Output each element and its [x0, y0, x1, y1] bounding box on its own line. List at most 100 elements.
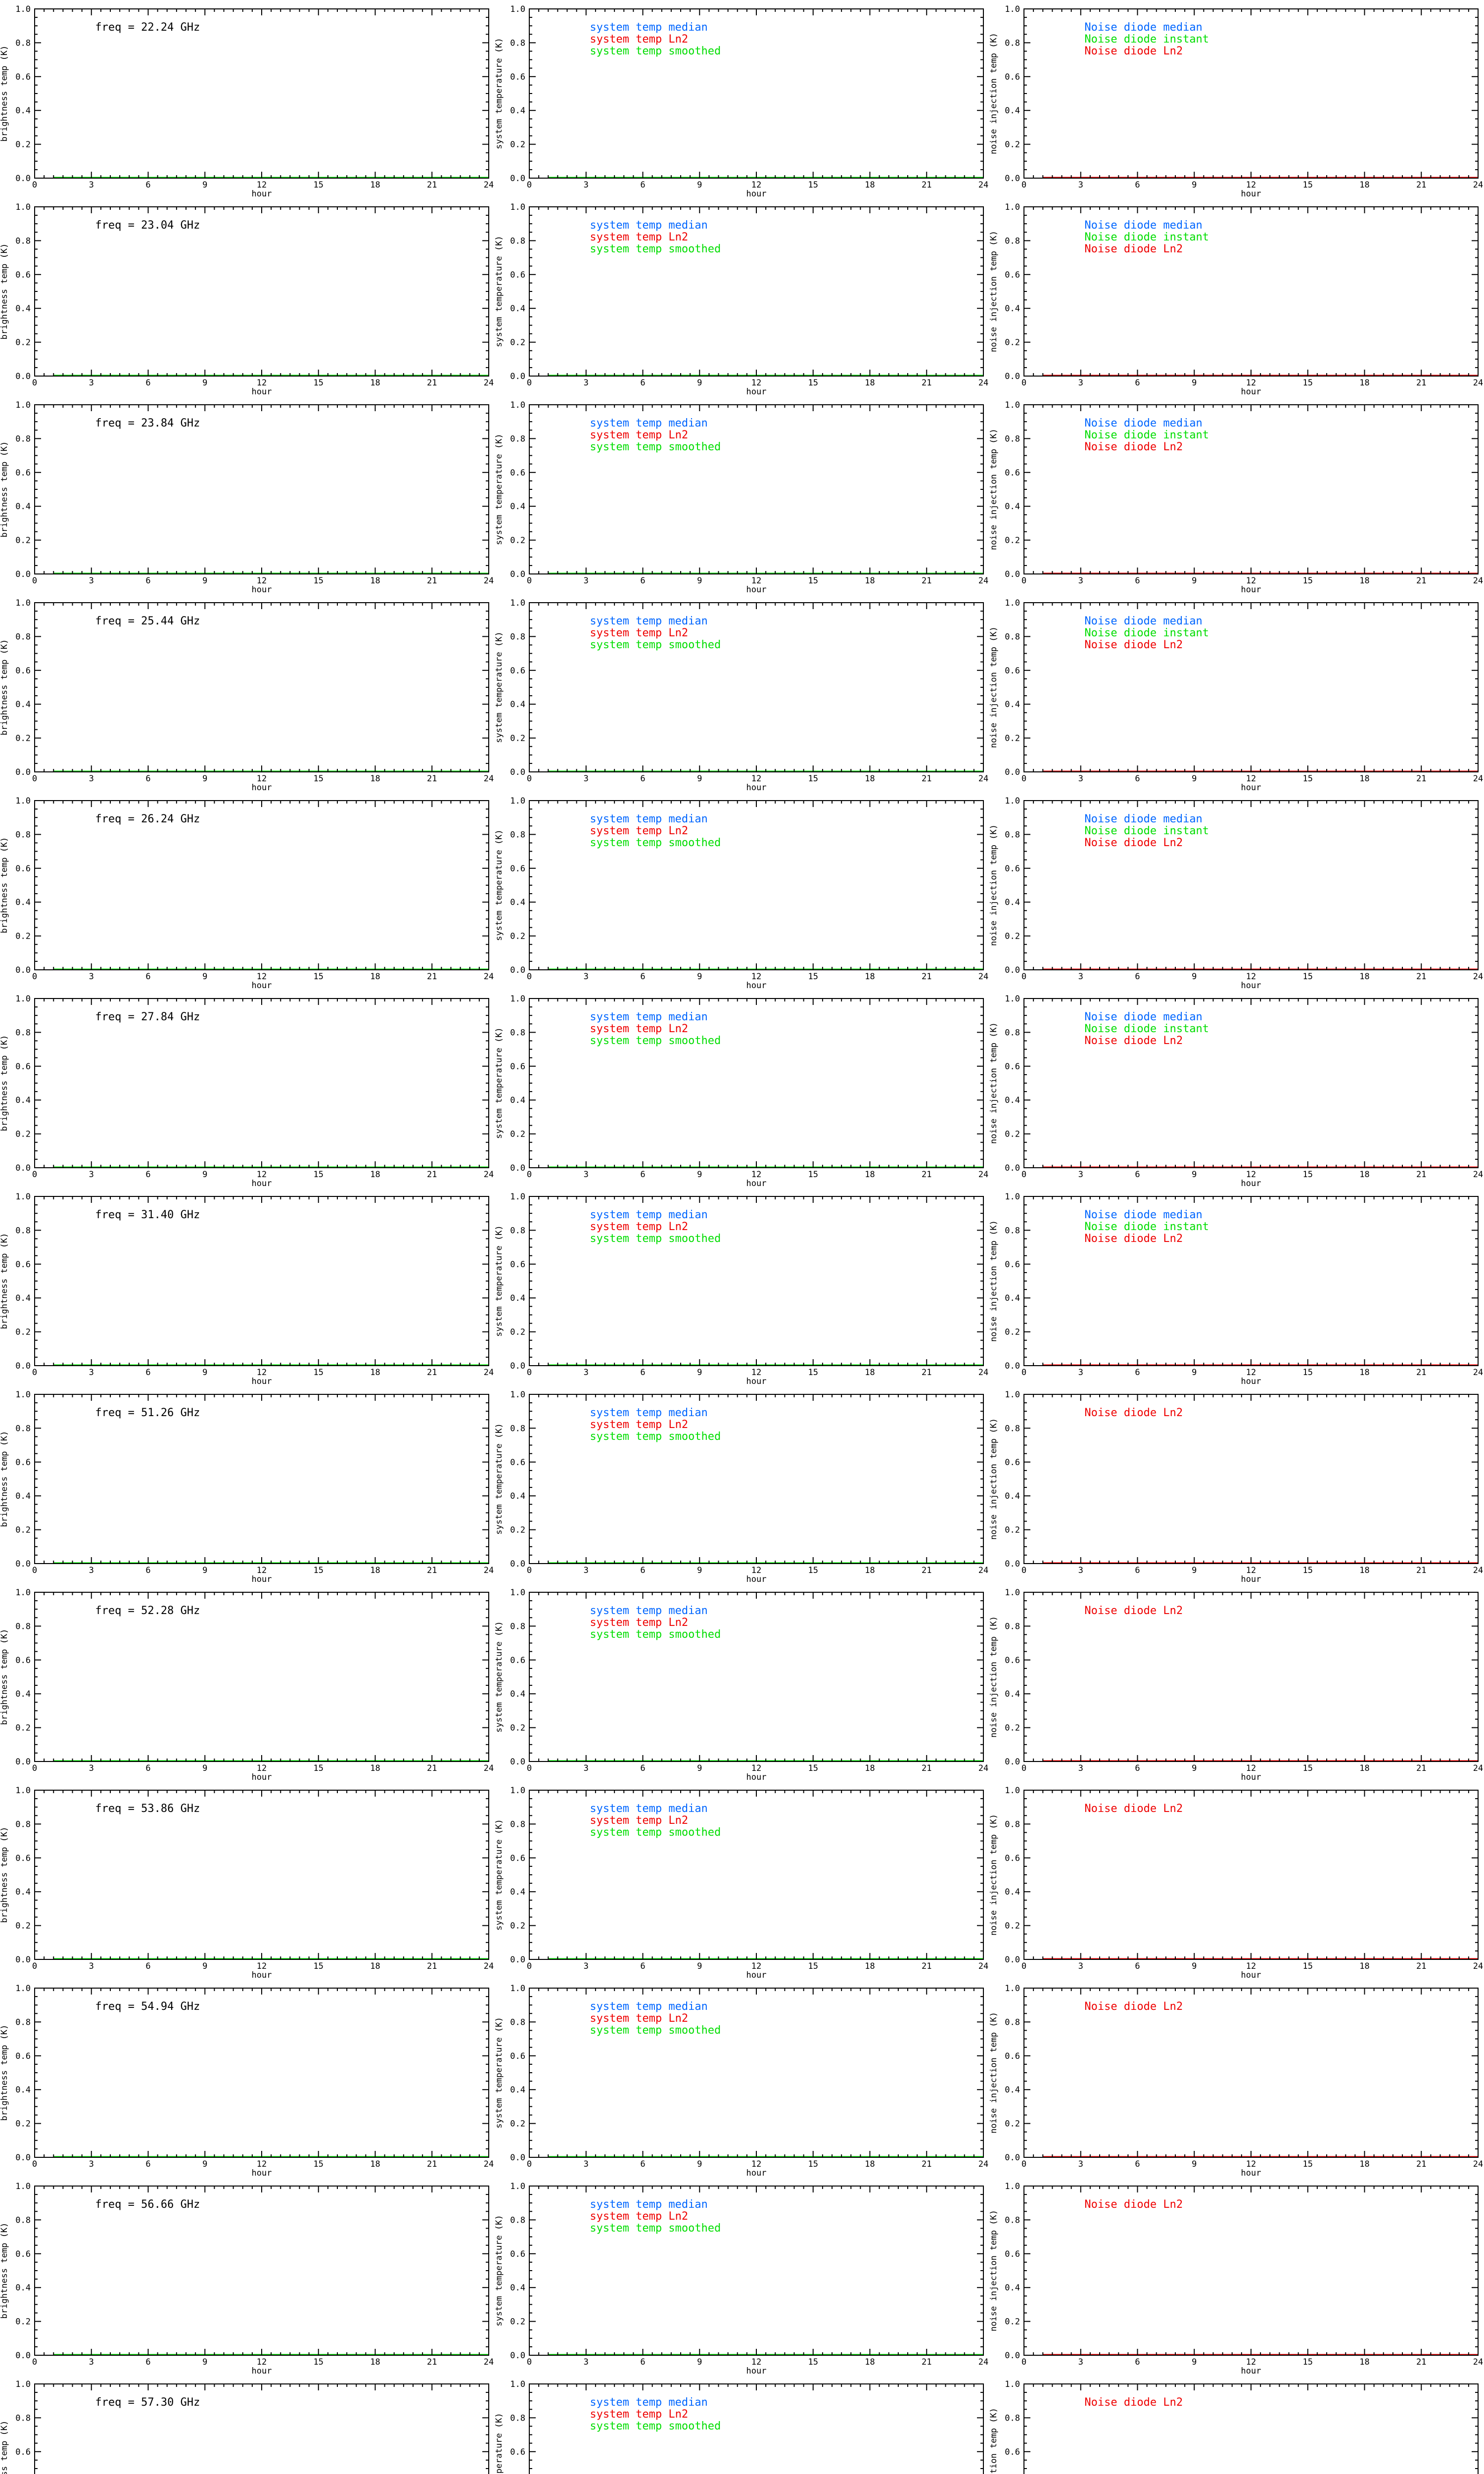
legend-entry: Noise diode Ln2 — [1084, 1233, 1183, 1245]
svg-text:0.4: 0.4 — [15, 700, 31, 710]
svg-text:0.2: 0.2 — [15, 1723, 31, 1733]
plot-row7-left: 0 3 6 9 12 15 18 21 24 0.0 0.2 0.4 0.6 0.8 1.0 hour brig… — [0, 1192, 494, 1385]
svg-text:15: 15 — [314, 1368, 324, 1378]
svg-text:1.0: 1.0 — [15, 1588, 31, 1598]
svg-text:3: 3 — [1078, 1170, 1083, 1180]
plot-row1-middle: 0 3 6 9 12 15 18 21 24 0.0 0.2 0.4 0.6 0.8 1.0 hour syst… — [495, 4, 988, 198]
svg-text:0.4: 0.4 — [15, 1095, 31, 1105]
svg-text:0.2: 0.2 — [510, 536, 525, 546]
svg-text:18: 18 — [370, 1763, 380, 1773]
axes — [529, 998, 984, 1168]
freq-label: freq = 22.24 GHz — [95, 21, 200, 34]
svg-text:18: 18 — [865, 1170, 875, 1180]
x-axis-label: hour — [746, 981, 767, 990]
x-axis-label: hour — [746, 1179, 767, 1188]
svg-text:24: 24 — [978, 1368, 988, 1378]
axes — [1023, 800, 1479, 970]
svg-text:0: 0 — [32, 1566, 37, 1575]
plot-row5-middle: 0 3 6 9 12 15 18 21 24 0.0 0.2 0.4 0.6 0.8 1.0 hour syst… — [495, 796, 988, 990]
svg-text:24: 24 — [484, 774, 494, 784]
svg-text:1.0: 1.0 — [15, 400, 31, 410]
svg-text:24: 24 — [484, 1566, 494, 1575]
svg-text:0.8: 0.8 — [15, 830, 31, 840]
svg-text:21: 21 — [922, 1961, 931, 1971]
legend-entry: system temp Ln2 — [590, 231, 688, 243]
svg-text:0.0: 0.0 — [15, 1361, 31, 1371]
svg-text:18: 18 — [865, 576, 875, 586]
x-axis-label: hour — [1241, 1574, 1261, 1583]
y-axis-label: noise injection temp (K) — [989, 231, 999, 352]
svg-text:0.8: 0.8 — [15, 1028, 31, 1038]
axes — [1023, 8, 1479, 179]
svg-text:0.8: 0.8 — [1005, 434, 1020, 444]
legend-entry: system temp median — [590, 1605, 707, 1617]
svg-text:0.4: 0.4 — [15, 898, 31, 907]
svg-text:12: 12 — [257, 972, 267, 982]
svg-text:21: 21 — [1416, 576, 1426, 586]
svg-text:12: 12 — [1246, 180, 1256, 190]
axes — [529, 602, 984, 772]
svg-text:6: 6 — [640, 180, 645, 190]
svg-text:15: 15 — [1303, 972, 1313, 982]
svg-text:0.4: 0.4 — [510, 1095, 525, 1105]
plot-row1-left: 0 3 6 9 12 15 18 21 24 0.0 0.2 0.4 0.6 0.8 1.0 hour brig… — [0, 4, 494, 198]
svg-text:6: 6 — [145, 1170, 150, 1180]
svg-text:0: 0 — [527, 774, 532, 784]
svg-text:0.2: 0.2 — [510, 140, 525, 150]
legend-entry: system temp Ln2 — [590, 1617, 688, 1629]
svg-text:0.4: 0.4 — [510, 898, 525, 907]
svg-text:18: 18 — [1359, 1763, 1369, 1773]
svg-text:6: 6 — [1135, 1566, 1140, 1575]
svg-text:24: 24 — [978, 774, 988, 784]
x-axis-label: hour — [252, 1772, 272, 1781]
svg-text:0.0: 0.0 — [15, 1163, 31, 1173]
axes — [1023, 1592, 1479, 1762]
svg-text:21: 21 — [1416, 378, 1426, 388]
svg-text:6: 6 — [1135, 1170, 1140, 1180]
svg-text:0.6: 0.6 — [1005, 666, 1020, 676]
y-axis-label: brightness temp (K) — [0, 1233, 9, 1329]
svg-text:0.6: 0.6 — [15, 270, 31, 280]
svg-text:15: 15 — [314, 774, 324, 784]
svg-text:9: 9 — [202, 1566, 207, 1575]
legend-entry: system temp smoothed — [590, 2420, 721, 2432]
axes — [529, 800, 984, 970]
svg-text:3: 3 — [1078, 774, 1083, 784]
svg-text:24: 24 — [978, 378, 988, 388]
svg-text:0.6: 0.6 — [15, 468, 31, 478]
plot-row5-right: 0 3 6 9 12 15 18 21 24 0.0 0.2 0.4 0.6 0.8 1.0 hour nois… — [989, 796, 1483, 990]
legend-entry: Noise diode Ln2 — [1084, 837, 1183, 849]
freq-label: freq = 23.84 GHz — [95, 417, 200, 429]
svg-text:0: 0 — [1021, 576, 1026, 586]
svg-text:0.8: 0.8 — [510, 434, 525, 444]
svg-text:24: 24 — [1473, 576, 1483, 586]
legend-entry: system temp Ln2 — [590, 2210, 688, 2223]
axes — [1023, 206, 1479, 377]
svg-text:0.2: 0.2 — [1005, 734, 1020, 744]
svg-text:0.2: 0.2 — [15, 140, 31, 150]
legend-entry: Noise diode Ln2 — [1084, 243, 1183, 255]
legend-entry: system temp Ln2 — [590, 33, 688, 46]
svg-text:15: 15 — [314, 1961, 324, 1971]
svg-text:0.4: 0.4 — [1005, 106, 1020, 116]
svg-text:0.0: 0.0 — [15, 1757, 31, 1767]
svg-text:12: 12 — [1246, 1368, 1256, 1378]
svg-text:3: 3 — [89, 1961, 94, 1971]
svg-text:15: 15 — [1303, 774, 1313, 784]
svg-text:0.6: 0.6 — [1005, 72, 1020, 82]
legend-entry: system temp median — [590, 2000, 707, 2013]
svg-text:21: 21 — [427, 1961, 437, 1971]
svg-text:0.2: 0.2 — [1005, 932, 1020, 942]
svg-text:0.8: 0.8 — [510, 1028, 525, 1038]
svg-text:21: 21 — [427, 1566, 437, 1575]
svg-text:0: 0 — [1021, 1170, 1026, 1180]
y-axis-label: noise injection temp (K) — [989, 2012, 999, 2134]
svg-text:1.0: 1.0 — [510, 202, 525, 212]
svg-text:24: 24 — [484, 378, 494, 388]
